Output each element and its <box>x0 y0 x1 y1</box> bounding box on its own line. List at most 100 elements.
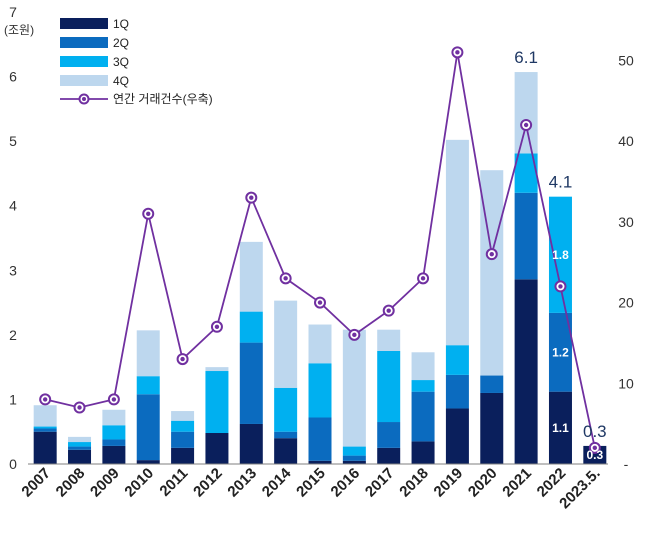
bar-segment-1q <box>411 441 435 464</box>
trade-count-marker-dot <box>523 122 529 128</box>
bar-segment-4q <box>480 170 504 376</box>
total-value-label: 0.3 <box>583 422 607 441</box>
x-tick-label: 2020 <box>465 465 501 501</box>
x-tick-label: 2015 <box>293 465 329 501</box>
bar-segment-4q <box>342 329 366 447</box>
bar-segment-1q <box>480 392 504 464</box>
bar-segment-4q <box>171 411 195 421</box>
legend-label: 3Q <box>113 55 129 69</box>
bar-segment-1q <box>68 449 92 464</box>
x-tick-label: 2014 <box>259 464 295 500</box>
bar-segment-4q <box>239 241 263 312</box>
bar-segment-3q <box>239 311 263 343</box>
trade-count-marker-dot <box>249 195 254 200</box>
trade-count-marker-dot <box>455 50 460 55</box>
bar-segment-2q <box>308 417 332 461</box>
y-tick-label: 0 <box>9 456 17 472</box>
trade-count-marker-dot <box>420 276 426 281</box>
x-tick-label: 2018 <box>396 465 432 501</box>
y-axis-unit-label: (조원) <box>4 23 34 37</box>
total-value-label: 4.1 <box>549 173 573 192</box>
x-tick-label: 2017 <box>362 465 398 501</box>
x-tick-label: 2011 <box>156 465 191 500</box>
bar-segment-3q <box>205 371 229 434</box>
y-tick-label: 3 <box>9 262 17 278</box>
bar-segment-2q <box>548 312 572 392</box>
bar-segment-2q <box>239 342 263 424</box>
trade-count-marker-dot <box>146 211 151 216</box>
legend-line-marker-dot <box>82 97 86 101</box>
bar-segment-4q <box>377 329 401 351</box>
bar-segment-1q <box>548 391 572 464</box>
trade-count-marker-dot <box>489 251 494 257</box>
bar-segment-3q <box>274 387 298 432</box>
bar-segment-3q <box>171 420 195 432</box>
y-tick-label: 6 <box>9 69 17 85</box>
legend: 1Q 2Q 3Q 4Q 연간 거래건수(우축) <box>60 17 213 106</box>
bar-segment-3q <box>308 363 332 418</box>
bar-segment-4q <box>33 405 57 427</box>
trade-count-marker-dot <box>42 397 48 402</box>
bar-segment-2q <box>171 431 195 448</box>
x-tick-label: 2012 <box>190 465 226 501</box>
trade-count-marker-dot <box>77 405 82 410</box>
y-tick-label: 1 <box>9 391 17 407</box>
legend-swatch-1q <box>60 18 108 29</box>
bar-segment-1q <box>33 431 57 464</box>
inbar-labels-group: 1.1 1.2 1.8 0.3 <box>552 248 603 462</box>
y2-tick-label: 50 <box>618 52 634 68</box>
y2-tick-label: - <box>624 456 629 472</box>
legend-swatch-3q <box>60 56 108 67</box>
y-tick-label: 7 <box>9 4 17 20</box>
segment-value-label: 1.1 <box>552 421 569 435</box>
legend-label: 2Q <box>113 36 129 50</box>
y2-tick-label: 40 <box>618 133 634 149</box>
x-tick-label: 2021 <box>499 465 535 501</box>
trade-count-line-group <box>39 46 601 454</box>
bar-segment-3q <box>445 345 469 375</box>
bar-segment-2q <box>68 446 92 450</box>
segment-value-label: 0.3 <box>586 448 603 462</box>
bar-segment-3q <box>68 442 92 447</box>
bars-group <box>33 72 607 464</box>
bar-segment-4q <box>136 330 160 377</box>
bar-segment-4q <box>445 139 469 346</box>
bar-segment-3q <box>342 446 366 456</box>
trade-count-marker-dot <box>592 445 598 451</box>
y-axis-left: 0 1 2 3 4 5 6 7 <box>9 4 17 472</box>
y2-tick-label: 20 <box>618 295 634 311</box>
y-tick-label: 5 <box>9 133 17 149</box>
x-tick-label: 2007 <box>18 465 54 501</box>
x-tick-label: 2019 <box>431 465 467 501</box>
bar-segment-3q <box>136 376 160 395</box>
bar-segment-2q <box>480 375 504 393</box>
trade-count-marker-dot <box>214 324 220 329</box>
segment-value-label: 1.2 <box>552 345 569 359</box>
bar-segment-1q <box>342 460 366 464</box>
bar-segment-1q <box>514 279 538 464</box>
y-tick-label: 2 <box>9 327 17 343</box>
bar-segment-2q <box>342 455 366 461</box>
x-tick-label: 2016 <box>328 465 364 501</box>
trade-count-marker-dot <box>386 308 391 313</box>
bar-segment-1q <box>274 438 298 464</box>
trade-count-marker-dot <box>352 332 357 338</box>
bar-segment-2q <box>102 439 126 446</box>
bar-segment-4q <box>68 436 92 443</box>
y2-tick-label: 30 <box>618 214 634 230</box>
total-value-label: 6.1 <box>514 48 538 67</box>
trade-count-marker-dot <box>558 284 563 289</box>
x-tick-label: 2008 <box>53 465 89 501</box>
bar-segment-4q <box>205 367 229 372</box>
bar-segment-3q <box>514 153 538 193</box>
bar-segment-4q <box>411 352 435 381</box>
bar-segment-3q <box>102 425 126 440</box>
legend-swatch-2q <box>60 37 108 48</box>
bar-segment-1q <box>171 447 195 464</box>
bar-segment-1q <box>136 460 160 464</box>
bar-segment-3q <box>377 351 401 423</box>
bar-segment-3q <box>548 196 572 313</box>
trade-count-marker-dot <box>111 397 117 402</box>
